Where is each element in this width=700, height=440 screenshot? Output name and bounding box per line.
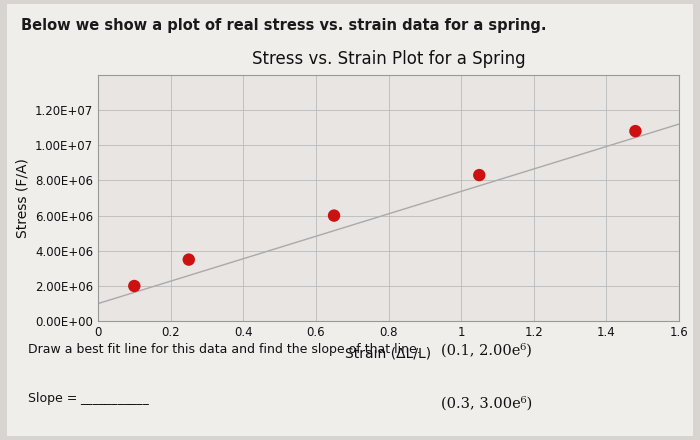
Title: Stress vs. Strain Plot for a Spring: Stress vs. Strain Plot for a Spring	[252, 50, 525, 68]
Point	[328, 212, 339, 219]
Point	[183, 256, 195, 263]
Point	[474, 172, 485, 179]
Point	[630, 128, 641, 135]
Text: Slope =: Slope =	[28, 392, 81, 405]
Text: (0.1, 2.00e⁶): (0.1, 2.00e⁶)	[441, 343, 532, 358]
Text: (0.3, 3.00e⁶): (0.3, 3.00e⁶)	[441, 396, 532, 411]
Text: ___________: ___________	[80, 392, 149, 405]
Text: Below we show a plot of real stress vs. strain data for a spring.: Below we show a plot of real stress vs. …	[21, 18, 547, 33]
Y-axis label: Stress (F/A): Stress (F/A)	[15, 158, 29, 238]
Text: Draw a best fit line for this data and find the slope of that line.: Draw a best fit line for this data and f…	[28, 343, 421, 356]
Point	[129, 282, 140, 290]
X-axis label: Strain (ΔL/L): Strain (ΔL/L)	[345, 346, 432, 360]
